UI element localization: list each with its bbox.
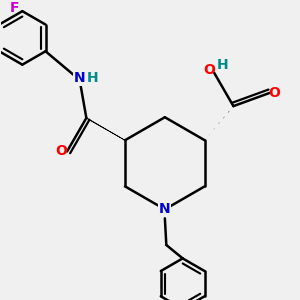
Polygon shape: [86, 118, 125, 140]
Text: O: O: [268, 86, 280, 100]
Text: N: N: [159, 202, 171, 216]
Text: O: O: [204, 63, 216, 77]
Text: F: F: [10, 1, 20, 15]
Text: O: O: [55, 144, 67, 158]
Text: H: H: [87, 71, 99, 85]
Text: H: H: [217, 58, 228, 72]
Text: N: N: [74, 71, 85, 85]
